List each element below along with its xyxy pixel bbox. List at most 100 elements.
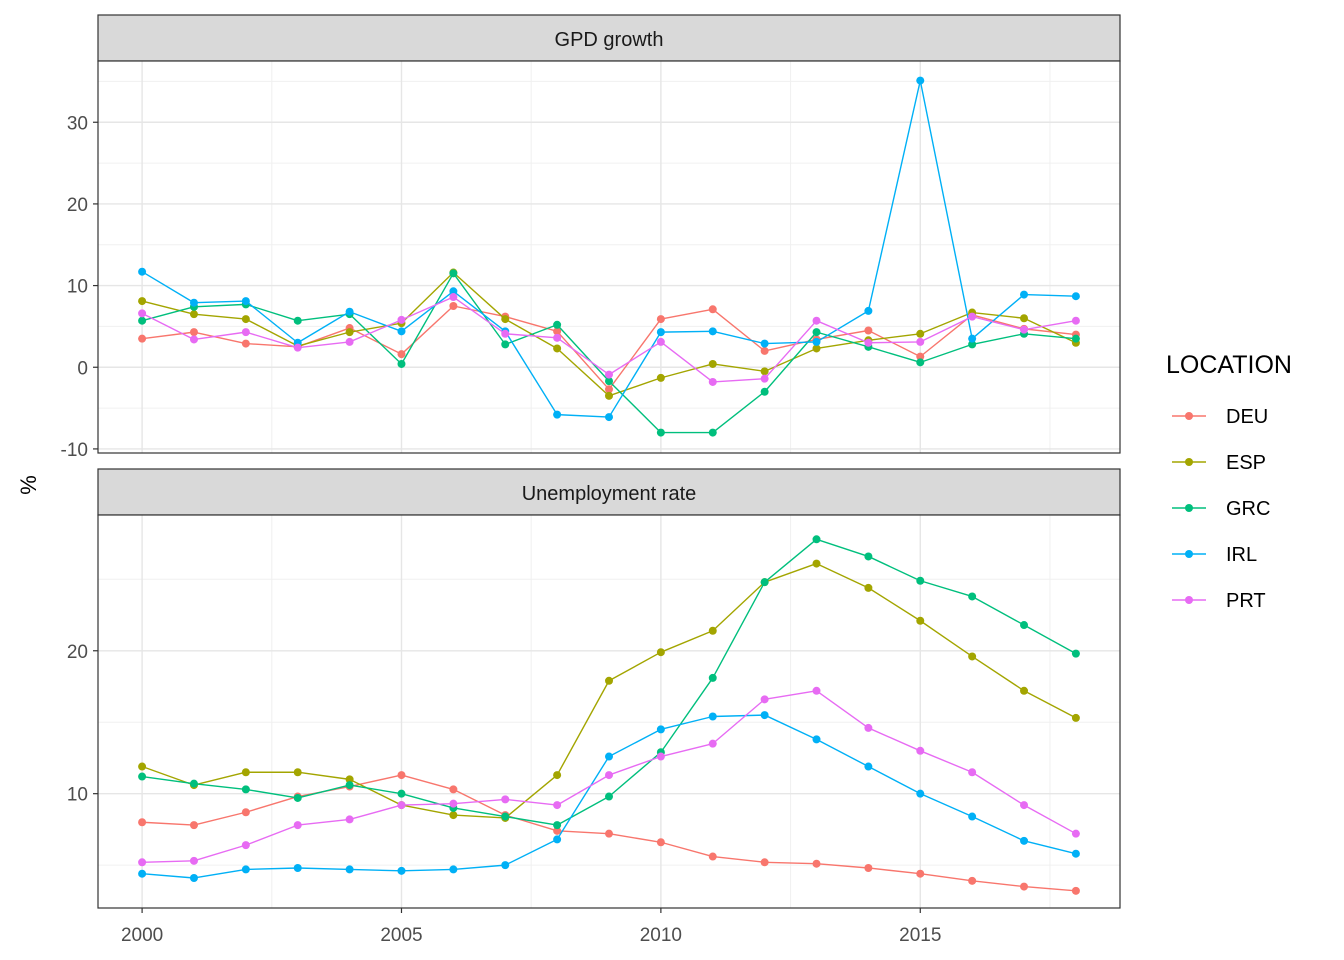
- data-point: [916, 352, 925, 361]
- plot-background: [98, 515, 1120, 908]
- legend-item-deu: DEU: [1172, 406, 1268, 428]
- legend-label: DEU: [1226, 406, 1268, 428]
- series-prt: [138, 293, 1080, 386]
- data-point: [449, 785, 458, 794]
- data-point: [293, 863, 302, 872]
- data-point: [345, 328, 354, 337]
- data-point: [397, 801, 406, 810]
- data-point: [1071, 829, 1080, 838]
- data-point: [241, 768, 250, 777]
- data-point: [708, 626, 717, 635]
- data-point: [760, 374, 769, 383]
- y-tick-label: 0: [77, 358, 88, 379]
- panel-strip: [97, 14, 1121, 62]
- data-point: [449, 302, 458, 310]
- data-point: [138, 818, 147, 827]
- data-point: [1020, 686, 1029, 695]
- y-tick-label: 10: [67, 785, 88, 806]
- data-point: [864, 338, 873, 347]
- panel-strip: [97, 468, 1121, 516]
- data-point: [345, 865, 354, 874]
- y-tick-label: 20: [67, 195, 88, 216]
- legend-label: IRL: [1226, 544, 1257, 566]
- data-point: [397, 327, 406, 336]
- data-point: [605, 676, 613, 685]
- data-point: [449, 269, 458, 278]
- x-tick-label: 2015: [899, 925, 941, 946]
- data-point: [760, 578, 769, 587]
- data-point: [864, 326, 873, 335]
- data-point: [760, 711, 769, 720]
- data-point: [553, 801, 562, 810]
- data-point: [656, 337, 665, 346]
- data-point: [241, 328, 250, 337]
- data-point: [968, 812, 977, 821]
- data-point: [812, 535, 821, 544]
- data-point: [449, 287, 458, 296]
- data-point: [1071, 316, 1080, 325]
- panel-title: Unemployment rate: [522, 483, 697, 505]
- data-point: [812, 337, 821, 346]
- series-group: [138, 535, 1080, 895]
- data-point: [293, 821, 302, 830]
- x-tick-label: 2005: [380, 925, 422, 946]
- series-prt: [138, 686, 1080, 867]
- data-point: [345, 337, 354, 346]
- data-point: [656, 373, 665, 382]
- data-point: [1071, 886, 1080, 895]
- series-irl: [138, 711, 1080, 882]
- legend-key-point: [1185, 458, 1193, 466]
- data-point: [241, 315, 250, 324]
- data-point: [553, 826, 562, 835]
- data-point: [397, 350, 406, 359]
- data-point: [501, 340, 510, 349]
- legend-key-point: [1185, 596, 1193, 604]
- data-point: [189, 310, 198, 319]
- panels: GPD growth -10 0 10 20 30 Unemployment rate 10 2…: [61, 14, 1121, 946]
- panel-border: [97, 514, 1121, 909]
- data-point: [449, 865, 458, 874]
- data-point: [293, 768, 302, 777]
- data-point: [501, 812, 510, 821]
- data-point: [656, 315, 665, 324]
- legend-item-prt: PRT: [1172, 590, 1266, 612]
- data-point: [189, 335, 198, 344]
- data-point: [916, 329, 925, 338]
- data-point: [864, 762, 873, 771]
- data-point: [553, 410, 562, 419]
- data-point: [345, 815, 354, 824]
- data-point: [968, 652, 977, 661]
- data-point: [138, 316, 147, 325]
- y-axis-title: %: [16, 475, 41, 495]
- data-point: [864, 583, 873, 592]
- data-point: [760, 387, 769, 396]
- data-point: [708, 739, 717, 748]
- data-point: [812, 328, 821, 337]
- data-point: [968, 768, 977, 777]
- data-point: [605, 377, 613, 386]
- data-point: [345, 775, 354, 784]
- data-point: [760, 858, 769, 867]
- data-point: [501, 315, 510, 324]
- data-point: [553, 344, 562, 353]
- data-point: [1071, 649, 1080, 658]
- data-point: [189, 328, 198, 337]
- y-axis-title-group: %: [16, 475, 41, 495]
- legend-label: ESP: [1226, 452, 1266, 474]
- data-point: [138, 869, 147, 878]
- x-tick-label: 2010: [640, 925, 682, 946]
- data-point: [397, 789, 406, 798]
- data-point: [189, 779, 198, 788]
- series-group: [138, 76, 1080, 437]
- data-point: [189, 298, 198, 307]
- data-point: [397, 866, 406, 875]
- legend-key-point: [1185, 550, 1193, 558]
- data-point: [708, 852, 717, 861]
- x-axis: 2000 2005 2010 2015: [121, 908, 941, 946]
- data-point: [138, 334, 147, 343]
- data-point: [812, 316, 821, 325]
- data-point: [189, 821, 198, 830]
- data-point: [138, 858, 147, 867]
- data-point: [189, 856, 198, 865]
- y-axis: -10 0 10 20 30: [61, 113, 98, 461]
